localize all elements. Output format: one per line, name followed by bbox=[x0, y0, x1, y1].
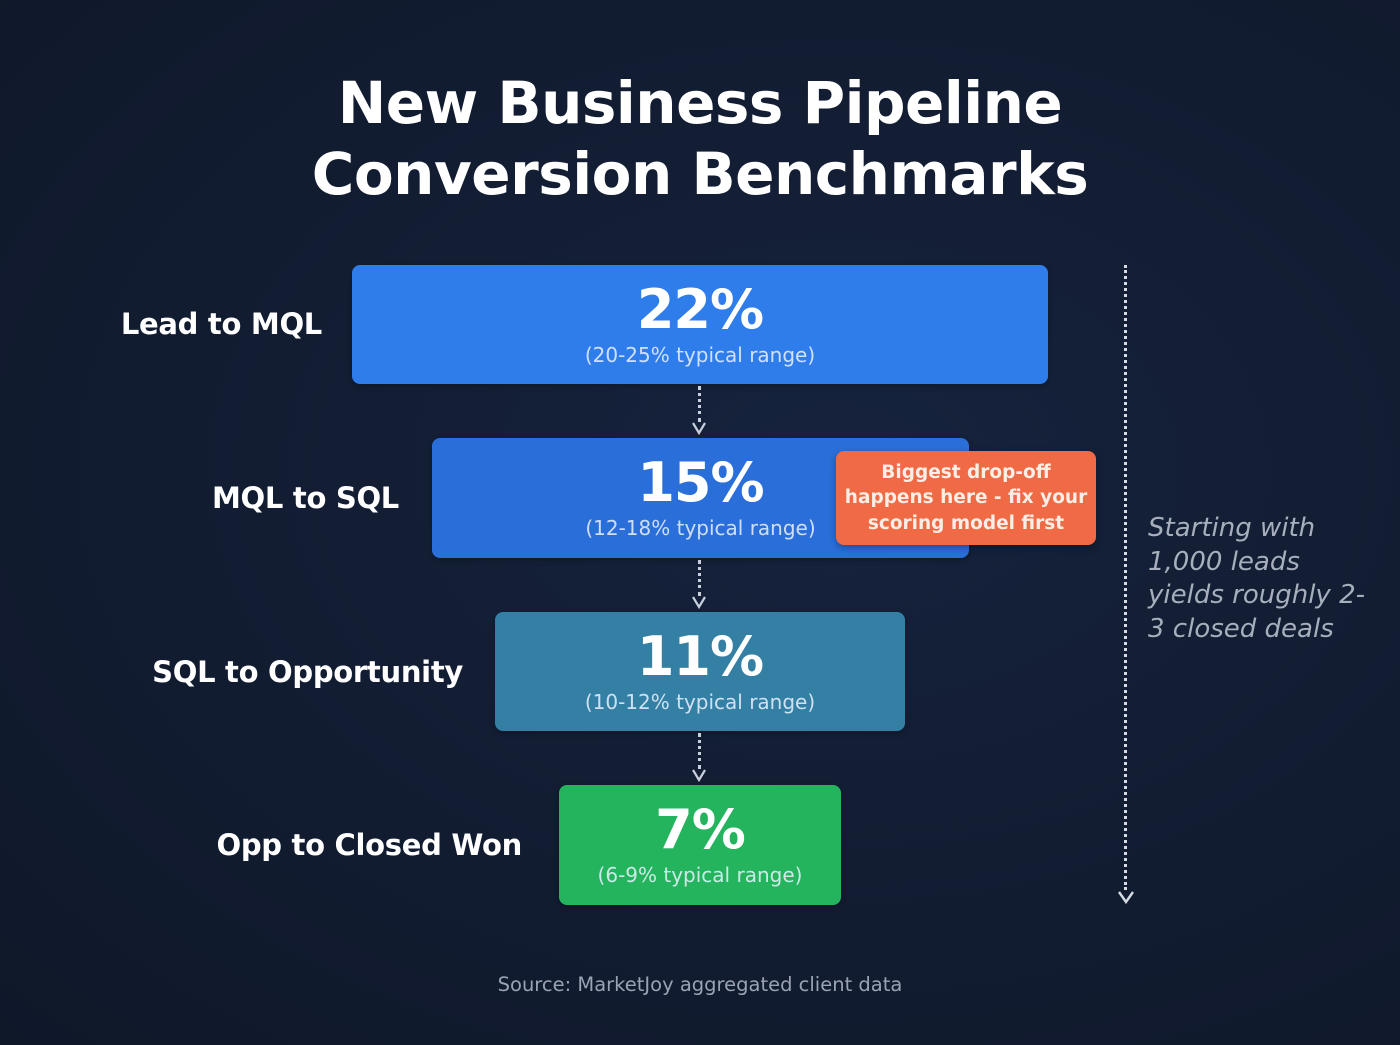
connector-line bbox=[698, 733, 701, 769]
stage-range: (6-9% typical range) bbox=[597, 863, 803, 887]
title-line-2: Conversion Benchmarks bbox=[311, 140, 1089, 208]
funnel-bar-sql-to-opportunity: 11% (10-12% typical range) bbox=[495, 612, 905, 731]
stage-value: 11% bbox=[636, 625, 764, 688]
chart-title: New Business Pipeline Conversion Benchma… bbox=[0, 68, 1400, 210]
funnel-bar-lead-to-mql: 22% (20-25% typical range) bbox=[352, 265, 1048, 384]
source-note: Source: MarketJoy aggregated client data bbox=[497, 973, 903, 996]
funnel-bar-opp-to-closed-won: 7% (6-9% typical range) bbox=[559, 785, 841, 905]
overall-flow-line bbox=[1124, 265, 1127, 890]
side-note: Starting with 1,000 leads yields roughly… bbox=[1148, 513, 1366, 644]
stage-range: (12-18% typical range) bbox=[585, 516, 816, 540]
arrow-down-icon bbox=[692, 596, 706, 609]
arrow-down-icon bbox=[692, 422, 706, 435]
title-line-1: New Business Pipeline bbox=[337, 69, 1063, 137]
stage-range: (10-12% typical range) bbox=[584, 690, 816, 714]
arrow-down-icon bbox=[1118, 891, 1134, 905]
callout-biggest-drop-off: Biggest drop-off happens here - fix your… bbox=[836, 451, 1096, 545]
stage-label-mql-to-sql: MQL to SQL bbox=[212, 481, 399, 515]
stage-value: 22% bbox=[636, 278, 764, 341]
stage-range: (20-25% typical range) bbox=[584, 343, 816, 367]
stage-value: 7% bbox=[655, 798, 746, 861]
stage-label-sql-to-opportunity: SQL to Opportunity bbox=[152, 655, 463, 689]
callout-text: Biggest drop-off happens here - fix your… bbox=[844, 461, 1088, 534]
connector-line bbox=[698, 560, 701, 596]
stage-label-lead-to-mql: Lead to MQL bbox=[120, 307, 322, 341]
stage-label-opp-to-closed-won: Opp to Closed Won bbox=[216, 828, 522, 862]
stage-value: 15% bbox=[637, 451, 764, 514]
arrow-down-icon bbox=[692, 769, 706, 782]
connector-line bbox=[698, 386, 701, 422]
